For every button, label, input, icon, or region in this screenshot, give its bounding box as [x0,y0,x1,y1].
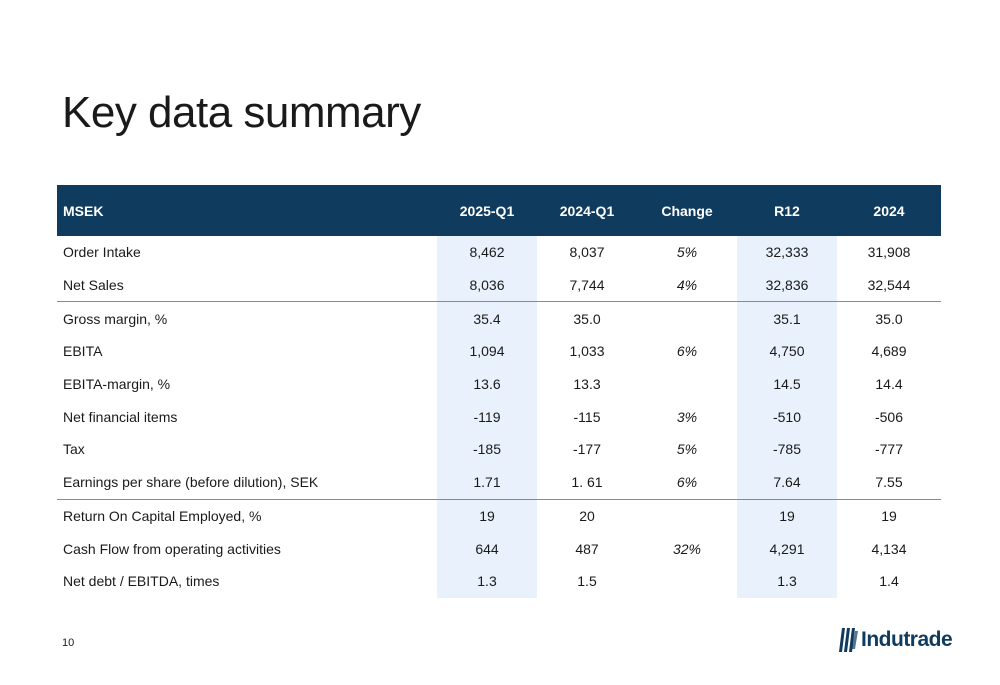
cell-2024: 14.4 [875,376,903,393]
cell-2025-q1: 13.6 [437,367,537,401]
cell-2025-q1: -185 [437,433,537,466]
cell-2024: 1.4 [879,573,899,590]
cell-2024: 4,134 [871,540,907,557]
cell-2024-q1: 35.0 [573,310,601,327]
cell-2024: 35.0 [875,310,903,327]
cell-2024-q1: -177 [572,441,602,458]
cell-2024-q1: 8,037 [569,244,605,261]
cell-2024-q1: 20 [579,507,595,524]
cell-change: 5% [676,244,698,261]
row-label: EBITA [63,343,103,360]
cell-2024: -506 [874,408,904,425]
cell-change: 3% [676,408,698,425]
table-row: Return On Capital Employed, % 19 20 19 1… [57,499,941,533]
cell-2025-q1: 1,094 [437,335,537,368]
cell-r12: 4,750 [737,335,837,368]
cell-change [637,368,737,401]
indutrade-logo: Indutrade [838,628,953,652]
cell-2024: 7.55 [837,465,941,500]
cell-r12: 1.3 [737,564,837,598]
table-row: Order Intake 8,462 8,037 5% 32,333 31,90… [57,236,941,269]
row-label: Cash Flow from operating activities [63,540,281,557]
cell-2025-q1: 1.3 [437,564,537,598]
cell-r12: 7.64 [737,465,837,500]
row-label: Net Sales [57,268,437,303]
table-row: Tax -185 -177 5% -785 -777 [57,433,941,466]
row-label: Tax [63,441,85,458]
header-2025-q1: 2025-Q1 [459,202,515,219]
page-number: 10 [62,637,75,649]
cell-2024-q1: 1.5 [577,573,597,590]
cell-r12: -510 [737,400,837,434]
cell-change [637,302,737,335]
page-title: Key data summary [62,88,421,137]
logo-text: Indutrade [861,628,953,651]
cell-2024: 19 [881,507,897,524]
cell-2024-q1: -115 [573,408,601,425]
cell-2024: 4,689 [871,343,907,360]
cell-change [637,499,737,532]
cell-r12: 32,836 [737,268,837,303]
cell-change: 4% [637,268,737,303]
cell-2024-q1: 13.3 [573,376,601,393]
row-label: Net financial items [63,408,178,425]
cell-2025-q1: 8,462 [437,236,537,269]
row-label: Net debt / EBITDA, times [63,573,220,590]
cell-2024: 31,908 [867,244,911,261]
key-data-table: MSEK 2025-Q1 2024-Q1 Change R12 2024 Ord… [57,185,941,598]
row-label: Earnings per share (before dilution), SE… [57,465,437,500]
cell-change: 6% [637,465,737,500]
cell-2024-q1: 487 [575,540,599,557]
cell-2025-q1: 644 [437,532,537,565]
cell-change: 5% [676,441,698,458]
cell-2024-q1: 1,033 [569,343,605,360]
cell-2025-q1: 8,036 [437,268,537,303]
row-label: Gross margin, % [63,310,168,327]
header-2024: 2024 [873,202,905,219]
cell-2025-q1: -119 [437,400,537,434]
indutrade-logo-icon [839,628,858,652]
table-header-row: MSEK 2025-Q1 2024-Q1 Change R12 2024 [57,185,941,236]
cell-r12: 4,291 [737,532,837,565]
table-row: EBITA-margin, % 13.6 13.3 14.5 14.4 [57,367,941,401]
table-row: Net financial items -119 -115 3% -510 -5… [57,400,941,434]
table-row: Net Sales 8,036 7,744 4% 32,836 32,544 [57,268,941,303]
cell-change [637,565,737,598]
cell-r12: 32,333 [737,236,837,269]
cell-r12: -785 [737,433,837,466]
table-row: Net debt / EBITDA, times 1.3 1.5 1.3 1.4 [57,564,941,598]
cell-2024-q1: 1. 61 [537,465,637,500]
row-label: Order Intake [63,244,141,261]
cell-2025-q1: 1.71 [437,465,537,500]
header-msek: MSEK [63,202,104,219]
table-row: Earnings per share (before dilution), SE… [57,465,941,500]
table-row: EBITA 1,094 1,033 6% 4,750 4,689 [57,335,941,368]
cell-r12: 19 [737,499,837,533]
cell-2025-q1: 35.4 [437,301,537,336]
cell-2025-q1: 19 [437,499,537,533]
table-row: Cash Flow from operating activities 644 … [57,532,941,565]
cell-change: 32% [672,540,702,557]
cell-r12: 14.5 [737,367,837,401]
row-label: EBITA-margin, % [63,376,171,393]
table-row: Gross margin, % 35.4 35.0 35.1 35.0 [57,301,941,336]
cell-r12: 35.1 [737,301,837,336]
header-2024-q1: 2024-Q1 [559,202,615,219]
header-r12: R12 [774,202,800,219]
header-change: Change [661,202,713,219]
cell-2024: 32,544 [837,268,941,303]
row-label: Return On Capital Employed, % [63,507,262,524]
cell-2024: -777 [874,441,904,458]
cell-2024-q1: 7,744 [537,268,637,303]
cell-change: 6% [676,343,698,360]
